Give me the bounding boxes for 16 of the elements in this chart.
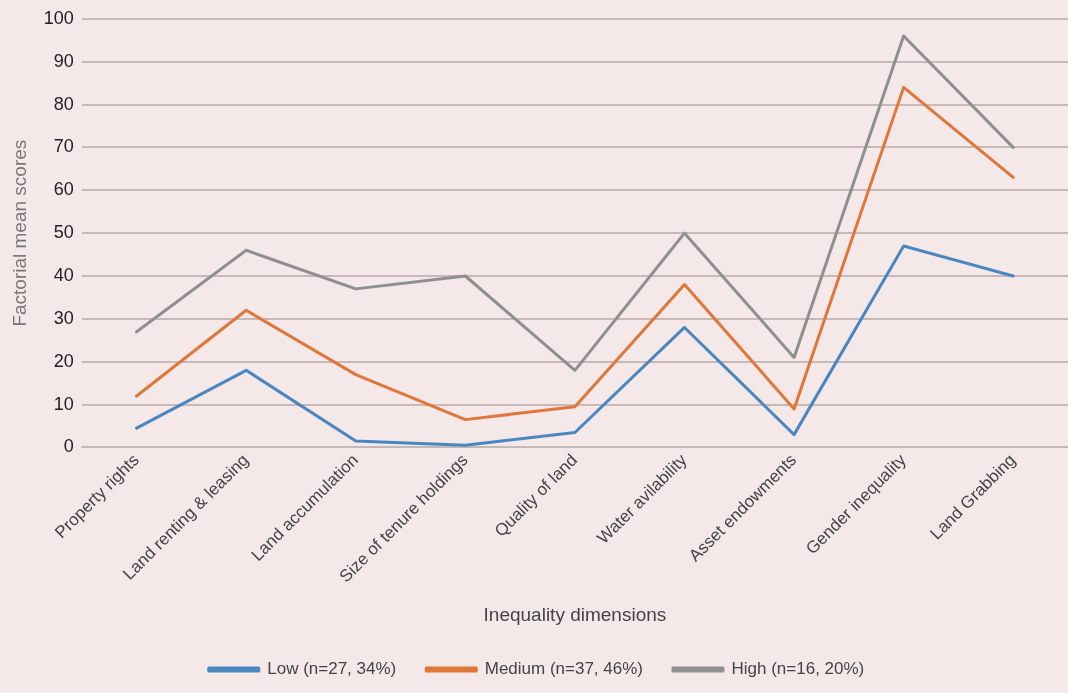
y-tick-label: 60 — [53, 179, 74, 200]
y-tick-label: 10 — [53, 393, 74, 414]
y-tick-label: 90 — [53, 50, 74, 71]
y-axis-title: Factorial mean scores — [8, 139, 30, 327]
y-tick-label: 100 — [43, 7, 74, 28]
x-axis-title: Inequality dimensions — [483, 603, 667, 625]
y-tick-label: 70 — [53, 136, 74, 157]
legend-label: High (n=16, 20%) — [731, 659, 865, 679]
legend-label: Low (n=27, 34%) — [267, 659, 397, 679]
y-tick-label: 80 — [53, 93, 74, 114]
legend-label: Medium (n=37, 46%) — [484, 659, 644, 679]
y-tick-label: 40 — [53, 264, 74, 285]
y-tick-label: 0 — [63, 436, 74, 457]
y-tick-label: 30 — [53, 307, 74, 328]
y-tick-label: 50 — [53, 222, 74, 243]
y-tick-label: 20 — [53, 350, 74, 371]
